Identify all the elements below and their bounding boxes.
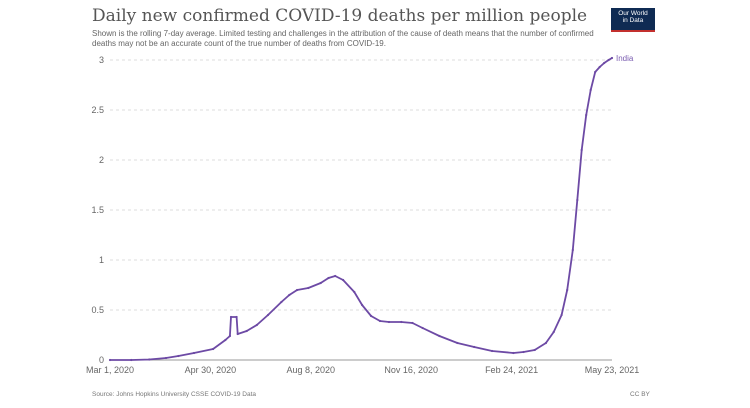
- x-tick-label: May 23, 2021: [585, 365, 640, 375]
- x-tick-label: Feb 24, 2021: [485, 365, 538, 375]
- series-line: [110, 57, 613, 361]
- data-point: [130, 358, 133, 362]
- data-point: [512, 351, 515, 355]
- data-point: [319, 281, 322, 285]
- data-point: [296, 288, 299, 292]
- y-tick-label: 2.5: [91, 105, 104, 115]
- data-point: [378, 319, 382, 323]
- data-point: [228, 334, 231, 338]
- data-point: [334, 274, 337, 278]
- data-point: [456, 341, 459, 345]
- data-point: [148, 358, 151, 361]
- data-point: [580, 148, 583, 152]
- logo-line-1: Our World: [618, 10, 648, 17]
- data-point: [255, 323, 258, 327]
- x-tick-label: Aug 8, 2020: [287, 365, 336, 375]
- data-point: [236, 332, 239, 336]
- data-point: [533, 348, 536, 352]
- x-tick-label: Nov 16, 2020: [384, 365, 438, 375]
- data-point: [585, 113, 588, 117]
- data-point: [603, 61, 606, 65]
- y-tick-label: 0: [99, 355, 104, 365]
- data-point: [370, 314, 373, 318]
- chart-title: Daily new confirmed COVID-19 deaths per …: [92, 6, 588, 26]
- data-point: [594, 70, 597, 74]
- data-point: [598, 65, 601, 69]
- data-point: [280, 300, 283, 304]
- data-point: [327, 276, 330, 280]
- data-point: [361, 303, 364, 307]
- data-point: [108, 358, 112, 362]
- logo-accent-bar: [611, 30, 655, 32]
- data-point: [245, 329, 248, 333]
- data-point: [491, 349, 494, 353]
- data-point: [177, 354, 180, 358]
- y-tick-label: 2: [99, 155, 104, 165]
- data-point: [610, 56, 614, 60]
- data-point: [229, 315, 233, 319]
- owid-logo[interactable]: Our World in Data: [611, 8, 655, 32]
- data-point: [235, 315, 238, 319]
- data-point: [387, 320, 391, 324]
- data-point: [342, 278, 345, 282]
- data-point: [544, 341, 548, 345]
- chart-subtitle: Shown is the rolling 7-day average. Limi…: [92, 29, 594, 48]
- data-point: [607, 58, 610, 62]
- data-point: [288, 293, 291, 297]
- data-point: [552, 330, 555, 334]
- data-point: [192, 351, 196, 355]
- data-point: [164, 356, 168, 360]
- x-tick-label: Apr 30, 2020: [185, 365, 237, 375]
- data-point: [566, 288, 569, 292]
- data-point: [522, 350, 525, 354]
- data-point: [571, 248, 574, 252]
- data-point: [421, 326, 424, 330]
- data-point: [473, 345, 476, 349]
- data-point: [266, 313, 270, 317]
- y-tick-label: 0.5: [91, 305, 104, 315]
- data-point: [411, 321, 414, 325]
- data-point: [400, 320, 403, 324]
- source-note[interactable]: Source: Johns Hopkins University CSSE CO…: [92, 391, 257, 398]
- data-point: [224, 338, 227, 342]
- data-point: [353, 290, 356, 294]
- series-label: India: [616, 54, 634, 63]
- data-point: [307, 286, 310, 290]
- license-link[interactable]: CC BY: [630, 391, 650, 398]
- y-tick-label: 1.5: [91, 205, 104, 215]
- x-tick-label: Mar 1, 2020: [86, 365, 134, 375]
- data-point: [589, 88, 592, 92]
- data-point: [576, 198, 579, 202]
- logo-line-2: in Data: [622, 17, 644, 24]
- data-point: [438, 334, 441, 338]
- data-point: [212, 347, 215, 351]
- y-tick-label: 3: [99, 55, 104, 65]
- data-point: [560, 313, 563, 317]
- y-tick-label: 1: [99, 255, 104, 265]
